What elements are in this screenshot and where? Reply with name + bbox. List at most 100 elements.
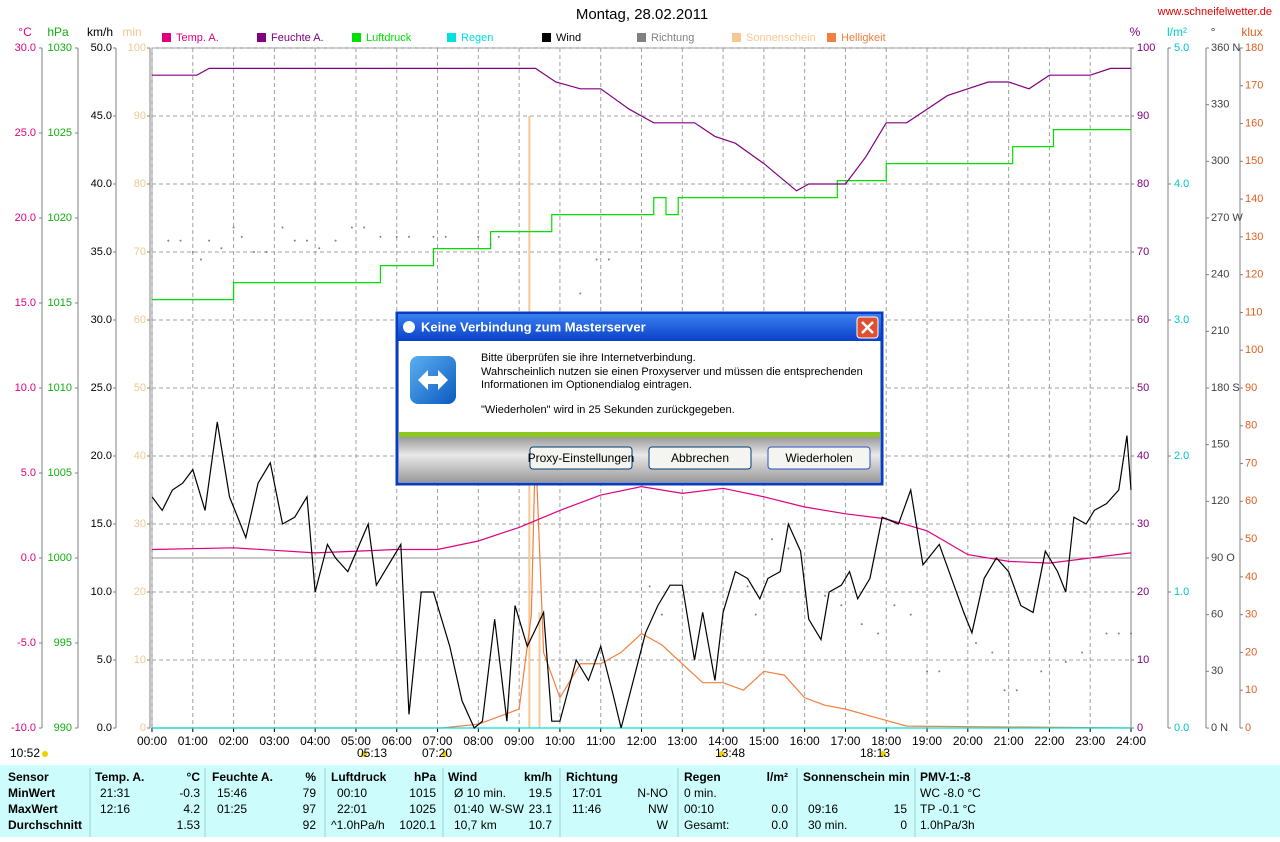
x-tick-label: 09:00 [504, 734, 534, 748]
direction-dot [771, 538, 774, 541]
button-label: Proxy-Einstellungen [528, 451, 635, 465]
legend-swatch [447, 33, 456, 42]
x-tick-label: 07:00 [423, 734, 453, 748]
direction-dot [379, 235, 382, 238]
direction-dot [281, 226, 284, 229]
y-tick-label: 40 [134, 450, 146, 462]
table-cell: 1.53 [177, 818, 201, 832]
table-header: Regen [684, 770, 721, 784]
direction-dot [824, 594, 827, 597]
y-tick-label: 60 [1245, 495, 1257, 507]
y-tick-label: 80 [134, 178, 146, 190]
sun-icon [442, 751, 448, 757]
y-tick-label: 0 [1137, 722, 1143, 734]
legend-label: Wind [556, 32, 581, 44]
legend-swatch [257, 33, 266, 42]
series-line [152, 444, 1132, 729]
y-tick-label: 45.0 [91, 110, 112, 122]
direction-dot [395, 235, 398, 238]
y-tick-label: 100 [1137, 42, 1155, 54]
y-tick-label: 120 [1245, 269, 1263, 281]
x-tick-label: 00:00 [137, 734, 167, 748]
y-tick-label: 100 [1245, 344, 1263, 356]
y-tick-label: 140 [1245, 193, 1263, 205]
y-tick-label: 60 [1211, 609, 1223, 621]
table-cell: -0.3 [179, 786, 200, 800]
x-tick-label: 18:00 [871, 734, 901, 748]
direction-dot [318, 247, 321, 250]
table-header: Sonnenschein min [803, 770, 910, 784]
table-cell: 79 [303, 786, 317, 800]
axis-unit: hPa [47, 25, 69, 39]
legend-label: Regen [461, 32, 493, 44]
direction-dot [432, 235, 435, 238]
direction-dot [893, 604, 896, 607]
direction-dot [595, 258, 598, 261]
button[interactable] [767, 446, 871, 470]
direction-dot [363, 226, 366, 229]
y-tick-label: 0 N [1211, 722, 1228, 734]
direction-dot [252, 251, 255, 253]
series-line [152, 129, 1131, 301]
stats-table: Sensor Temp. A. °C Feuchte A.% Luftdruck hPa W… [8, 768, 981, 837]
table-cell: 1015 [409, 786, 436, 800]
axis-unit: klux [1241, 25, 1262, 39]
y-tick-label: 90 O [1211, 552, 1235, 564]
y-tick-label: 20 [1137, 586, 1149, 598]
x-tick-label: 13:00 [667, 734, 697, 748]
stats-panel [0, 765, 1280, 837]
series-line [151, 485, 1132, 564]
y-tick-label: 130 [1245, 231, 1263, 243]
y-tick-label: 4.0 [1174, 178, 1189, 190]
direction-dot [407, 235, 410, 238]
y-tick-label: 1010 [48, 382, 72, 394]
direction-dot [334, 239, 337, 242]
table-cell: W-SW [490, 802, 525, 816]
direction-dot [477, 235, 480, 238]
axis-unit: l/m² [1167, 25, 1187, 39]
y-tick-label: 0 [1245, 722, 1251, 734]
table-cell: 17:01 [572, 786, 602, 800]
dialog-title: Keine Verbindung zum Masterserver [421, 319, 646, 334]
x-tick-label: 20:00 [953, 734, 983, 748]
button[interactable] [529, 446, 633, 470]
dialog-body [399, 341, 880, 434]
x-tick-label: 04:00 [300, 734, 330, 748]
y-tick-label: 120 [1211, 495, 1229, 507]
y-tick-label: 3.0 [1174, 314, 1189, 326]
x-tick-label: 06:00 [382, 734, 412, 748]
table-cell: 1025 [409, 802, 436, 816]
table-header: Sensor [8, 770, 49, 784]
row-label: MaxWert [8, 802, 58, 816]
direction-dot [938, 670, 941, 673]
x-tick-label: 16:00 [790, 734, 820, 748]
direction-dot [497, 235, 500, 238]
x-tick-label: 11:00 [586, 734, 615, 748]
time: 10:52 [10, 746, 40, 760]
sun-time: 18:13 [860, 746, 890, 760]
direction-dot [167, 239, 170, 242]
sun-icon [361, 751, 367, 757]
direction-dot [579, 292, 582, 295]
y-tick-label: 10 [1245, 684, 1257, 696]
table-cell: Gesamt: [684, 818, 729, 832]
y-tick-label: 15.0 [15, 297, 36, 309]
sun-icon [880, 751, 886, 757]
table-cell: 22:01 [337, 802, 367, 816]
y-tick-label: 35.0 [91, 246, 112, 258]
direction-dot [877, 632, 880, 635]
y-tick-label: 25.0 [15, 127, 36, 139]
axis-unit: min [122, 25, 141, 39]
direction-dot [991, 651, 994, 654]
direction-dot [974, 642, 977, 644]
button[interactable] [648, 446, 752, 470]
table-cell: 30 min. [808, 818, 847, 832]
x-tick-label: 21:00 [994, 734, 1024, 748]
y-tick-label: 5.0 [97, 654, 112, 666]
y-tick-label: 30.0 [91, 314, 112, 326]
sun-time: 13:48 [715, 746, 745, 760]
legend-label: Temp. A. [176, 32, 219, 44]
series-line [151, 421, 1132, 729]
